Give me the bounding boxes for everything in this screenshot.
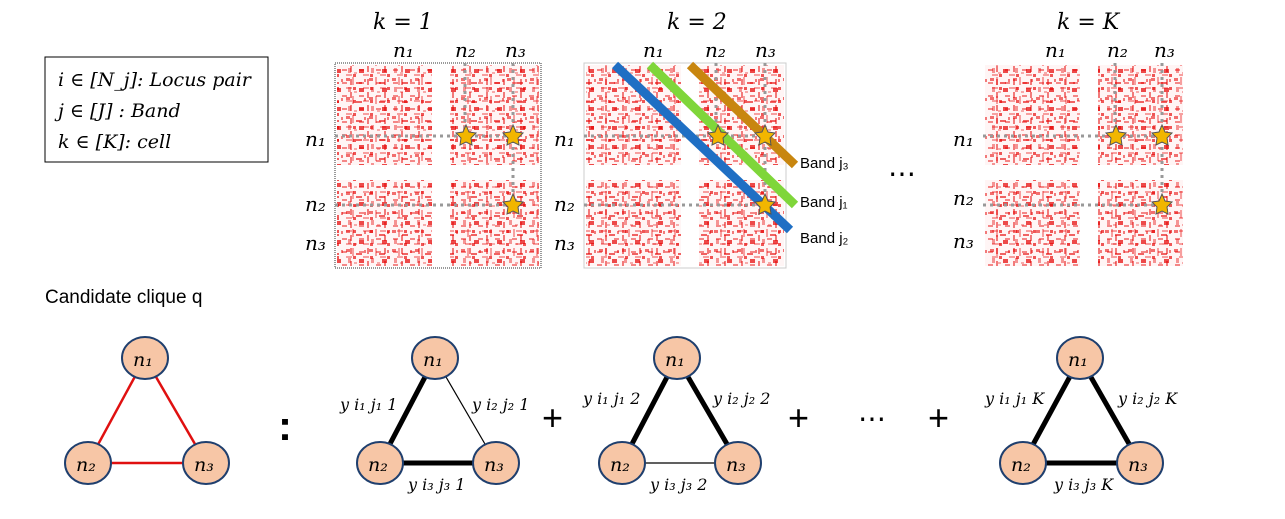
heatmap-panel-k2: k = 2 n₁ n₂ n₃ n₁ n₂ n₃ Band (554, 10, 849, 269)
node-label: n₂ (610, 454, 630, 476)
col-label-n3: n₃ (755, 38, 776, 62)
col-label-n1: n₁ (1045, 38, 1066, 62)
cell1-graph: n₁ n₂ n₃ y i₁ j₁ 1 y i₂ j₂ 1 y i₃ j₃ 1 (339, 336, 529, 494)
col-label-n2: n₂ (1107, 38, 1128, 62)
edge-label: y i₁ j₁ 1 (339, 395, 397, 414)
legend-band: j ∈ [J] : Band (54, 100, 181, 122)
node-n3 (182, 441, 230, 485)
edge-label: y i₃ j₃ 1 (407, 475, 465, 494)
row-label-n2: n₂ (554, 192, 575, 216)
cellK-graph: n₁ n₂ n₃ y i₁ j₁ K y i₂ j₂ K y i₃ j₃ K (984, 336, 1178, 494)
star-icon (706, 123, 730, 146)
node-label: n₃ (726, 454, 746, 476)
cell2-graph: n₁ n₂ n₃ y i₁ j₁ 2 y i₂ j₂ 2 y i₃ j₃ 2 (582, 336, 770, 494)
row-label-n2: n₂ (305, 192, 326, 216)
band-j3-label: Band j₃ (800, 155, 849, 172)
legend-locus-pair: i ∈ [N_j]: Locus pair (58, 69, 253, 91)
band-j2-label: Band j₂ (800, 230, 849, 247)
node-n2 (64, 441, 112, 485)
ellipsis-dots: ⋯ (858, 403, 886, 434)
heatmap-panel-k1: k = 1 n₁ n₂ n₃ n₁ n₂ n₃ (305, 10, 542, 269)
row-label-n2: n₂ (953, 186, 974, 210)
col-label-n1: n₁ (643, 38, 664, 62)
plus-symbol: + (928, 397, 949, 438)
candidate-clique-label: Candidate clique q (45, 287, 202, 308)
star-icon (1150, 192, 1174, 215)
edge-label: y i₁ j₁ K (984, 389, 1045, 408)
node-label: n₂ (1011, 454, 1031, 476)
row-label-n3: n₃ (305, 231, 326, 255)
node-label: n₁ (665, 349, 685, 371)
edge-label: y i₂ j₂ K (1117, 389, 1178, 408)
panel-title-k1: k = 1 (373, 10, 433, 35)
row-label-n1: n₁ (305, 127, 326, 151)
star-icon (501, 123, 525, 146)
edge-label: y i₃ j₃ 2 (649, 475, 707, 494)
candidate-clique-graph: n₁ n₂ n₃ (64, 336, 230, 485)
col-label-n2: n₂ (705, 38, 726, 62)
col-label-n3: n₃ (505, 38, 526, 62)
star-icon (753, 192, 777, 215)
star-icon (454, 123, 478, 146)
star-icon (753, 123, 777, 146)
heatmap-panel-kK: k = K n₁ n₂ n₃ n₁ n₂ n₃ (953, 10, 1185, 268)
row-label-n3: n₃ (554, 231, 575, 255)
row-label-n3: n₃ (953, 229, 974, 253)
star-icon (501, 192, 525, 215)
star-icon (1150, 123, 1174, 146)
ellipsis-dots: ⋯ (888, 158, 916, 189)
node-label: n₂ (76, 454, 96, 476)
col-label-n3: n₃ (1154, 38, 1175, 62)
heatmap-blocks (337, 65, 539, 266)
row-label-n1: n₁ (953, 127, 974, 151)
plus-symbol: + (788, 397, 809, 438)
node-n1 (121, 336, 169, 380)
col-label-n2: n₂ (455, 38, 476, 62)
legend-box: i ∈ [N_j]: Locus pair j ∈ [J] : Band k ∈… (44, 56, 269, 163)
node-label: n₃ (484, 454, 504, 476)
edge-label: y i₂ j₂ 2 (712, 389, 770, 408)
edge-label: y i₃ j₃ K (1053, 475, 1114, 494)
panel-title-k2: k = 2 (667, 10, 727, 35)
col-label-n1: n₁ (393, 38, 414, 62)
star-icon (1104, 123, 1128, 146)
edge-label: y i₂ j₂ 1 (471, 395, 529, 414)
node-label: n₂ (368, 454, 388, 476)
panel-title-kK: k = K (1057, 10, 1121, 35)
node-label: n₁ (423, 349, 443, 371)
heatmap-blocks (985, 65, 1183, 266)
node-label: n₁ (1068, 349, 1088, 371)
node-label: n₁ (133, 349, 153, 371)
node-label: n₃ (1128, 454, 1148, 476)
row-label-n1: n₁ (554, 127, 575, 151)
node-label: n₃ (194, 454, 214, 476)
band-j1-label: Band j₁ (800, 194, 848, 211)
plus-symbol: + (542, 397, 563, 438)
band-j3-line (686, 61, 799, 169)
colon-symbol: : (278, 402, 292, 449)
legend-cell: k ∈ [K]: cell (58, 131, 171, 153)
edge-label: y i₁ j₁ 2 (582, 389, 640, 408)
